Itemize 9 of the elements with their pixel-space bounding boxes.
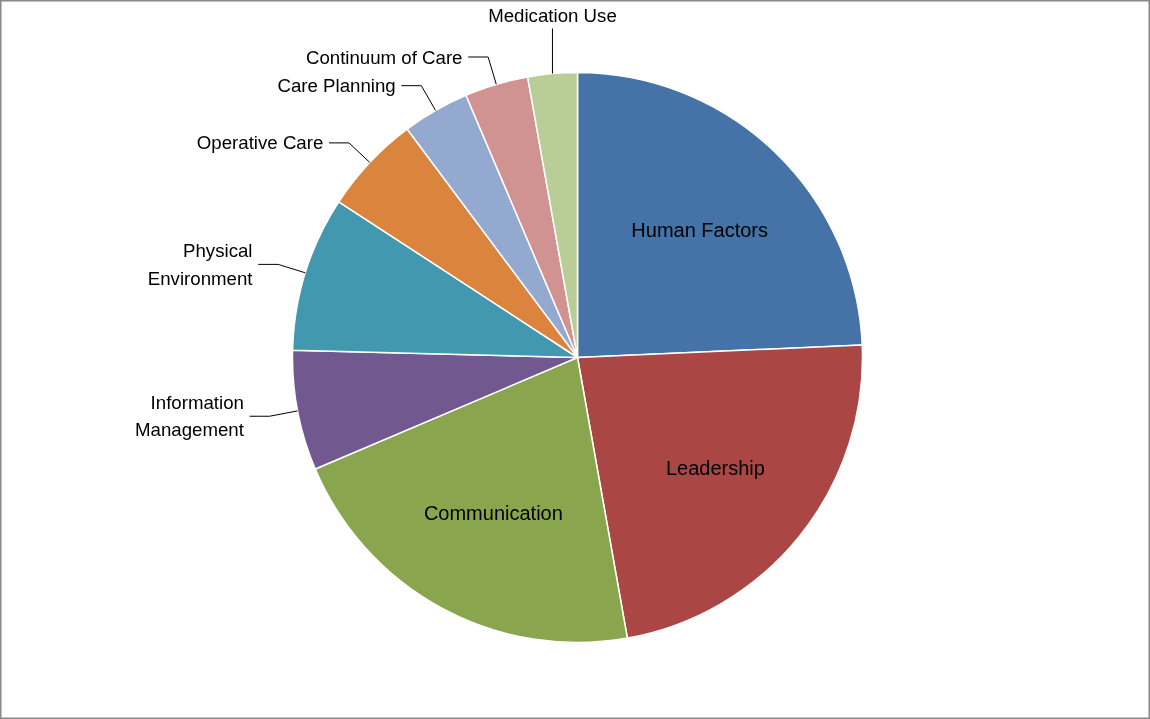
slice-label: Continuum of Care [305, 46, 463, 68]
slice-label: Information Management [135, 392, 245, 441]
slice-label: Human Factors [631, 218, 769, 241]
slice-label: Care Planning [277, 75, 396, 97]
slice-label: Communication [423, 501, 563, 524]
slice-label: Medication Use [488, 4, 617, 26]
slice-label: Operative Care [196, 132, 324, 154]
slice-label: Physical Environment [147, 240, 254, 289]
slice-label: Leadership [665, 456, 765, 479]
